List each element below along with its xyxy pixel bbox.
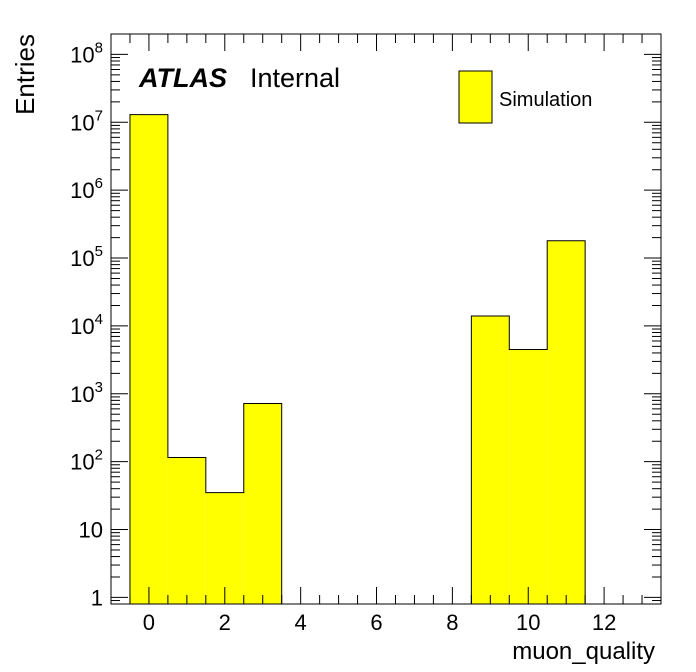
histogram-bar <box>129 114 168 604</box>
legend: Simulation <box>458 70 592 124</box>
labels-layer: 0 2 4 6 8 10 12 1 10 102 103 104 105 106 107 108 <box>70 39 616 635</box>
ticks-layer <box>110 33 661 605</box>
x-axis-title: muon_quality <box>512 638 655 665</box>
x-tick-label: 8 <box>446 610 458 635</box>
histogram-bar <box>509 349 548 604</box>
x-tick-label: 4 <box>295 610 307 635</box>
y-tick-label: 103 <box>70 379 103 407</box>
x-tick-label: 6 <box>370 610 382 635</box>
histogram-outline <box>129 114 586 604</box>
y-axis-title: Entries <box>10 34 40 115</box>
y-tick-label: 107 <box>70 107 103 135</box>
y-tick-label: 108 <box>70 39 103 67</box>
y-tick-label: 1 <box>91 585 103 610</box>
internal-label: Internal <box>250 63 340 93</box>
x-tick-label: 2 <box>219 610 231 635</box>
legend-entry-label: Simulation <box>499 89 592 111</box>
histogram-bar <box>243 403 282 604</box>
y-tick-label: 105 <box>70 243 103 271</box>
histogram-bar <box>167 457 206 604</box>
x-tick-label: 0 <box>143 610 155 635</box>
bars-layer <box>129 114 586 604</box>
histogram-bar <box>471 316 510 604</box>
y-tick-label: 102 <box>70 447 103 475</box>
x-tick-label: 12 <box>592 610 616 635</box>
plot-frame <box>110 33 662 605</box>
histogram-bar <box>205 492 244 604</box>
histogram-bar <box>547 240 586 604</box>
y-tick-label: 104 <box>70 311 103 339</box>
y-tick-label: 10 <box>79 518 103 543</box>
x-tick-label: 10 <box>516 610 540 635</box>
atlas-label: ATLAS <box>138 63 227 93</box>
y-tick-label: 106 <box>70 175 103 203</box>
legend-swatch <box>458 70 493 124</box>
